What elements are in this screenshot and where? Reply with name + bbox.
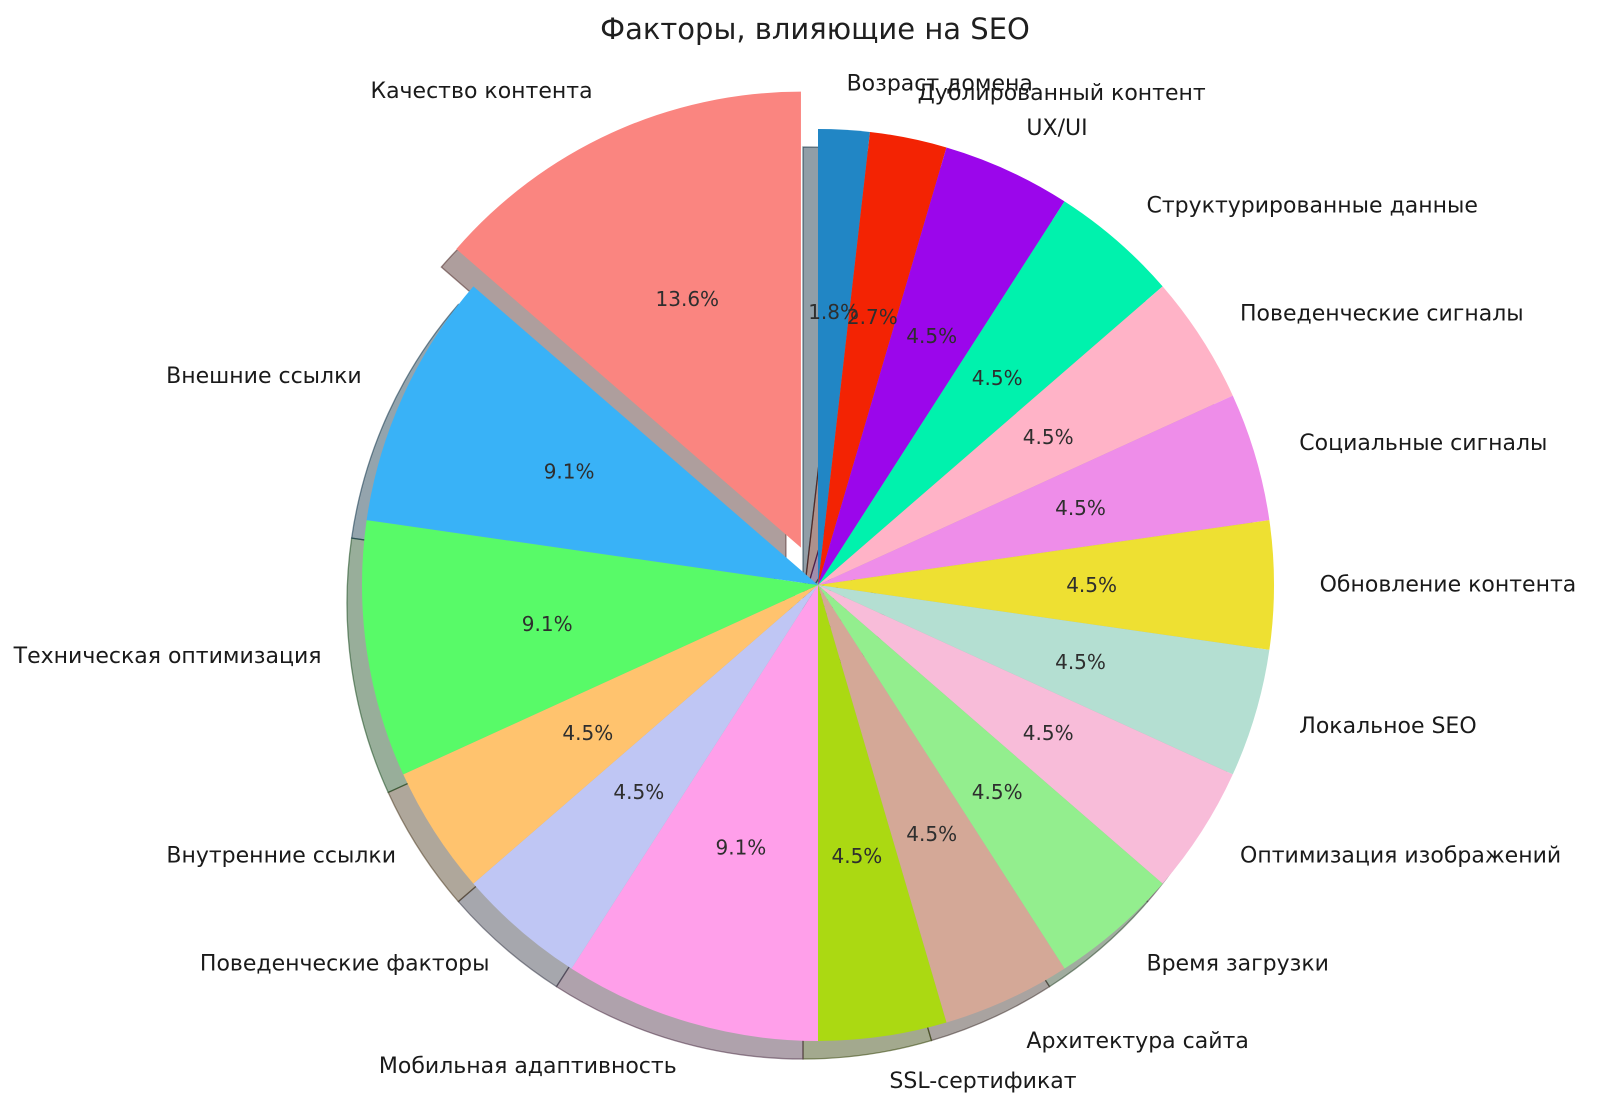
pie-slice [818,585,1233,884]
pie-slice [818,147,1065,585]
slice-percent: 2.7% [847,305,898,329]
slice-label: Локальное SEO [1299,714,1476,739]
slice-label: Архитектура сайта [1026,1029,1248,1054]
pie-slice [818,286,1233,585]
slice-label: Поведенческие факторы [200,952,490,977]
pie-slice [366,286,818,585]
pie-slice [473,585,818,969]
pie-slice [818,585,1163,969]
slice-percent: 9.1% [544,459,595,483]
slice-percent: 4.5% [613,780,664,804]
pie-slice [818,129,870,585]
pie-slice [403,585,818,884]
slice-percent: 4.5% [906,822,957,846]
slice-percent: 1.8% [808,300,859,324]
pie-slice [818,585,947,1041]
slice-label: Социальные сигналы [1299,431,1547,456]
slice-label: Мобильная адаптивность [379,1054,677,1079]
slice-label: Дублированный контент [918,81,1206,106]
pie-slice [818,131,947,585]
slice-label: Время загрузки [1147,952,1329,977]
slice-percent: 9.1% [715,836,766,860]
slice-percent: 4.5% [906,324,957,348]
slice-percent: 4.5% [562,721,613,745]
slice-label: Внутренние ссылки [166,844,396,869]
slice-label: Поведенческие сигналы [1240,301,1524,326]
slice-percent: 4.5% [1023,721,1074,745]
pie-slice [361,520,818,775]
slice-percent: 9.1% [522,612,573,636]
slice-label: SSL-сертификат [889,1069,1076,1094]
slice-percent: 4.5% [1023,425,1074,449]
slice-percent: 13.6% [656,287,720,311]
slice-label: Внешние ссылки [166,364,362,389]
slice-label: Оптимизация изображений [1240,844,1561,869]
slice-label: Техническая оптимизация [13,644,322,669]
chart-title: Факторы, влияющие на SEO [600,12,1030,46]
slice-label: Структурированные данные [1147,193,1478,218]
slice-label: UX/UI [1026,116,1087,141]
pie-slice [818,585,1270,775]
slice-label: Качество контента [370,79,592,104]
pie-slice [818,201,1163,585]
pie-slice [818,395,1270,585]
slice-percent: 4.5% [972,366,1023,390]
slice-percent: 4.5% [972,780,1023,804]
pie-slice [456,91,801,548]
slice-label: Обновление контента [1320,573,1577,598]
pie-slice [818,585,1065,1023]
pie-slice [571,585,818,1041]
slice-percent: 4.5% [1055,650,1106,674]
slice-percent: 4.5% [1055,496,1106,520]
slice-percent: 4.5% [831,844,882,868]
pie-slice [818,520,1275,650]
slice-label: Возраст домена [847,72,1033,97]
slice-percent: 4.5% [1066,573,1117,597]
